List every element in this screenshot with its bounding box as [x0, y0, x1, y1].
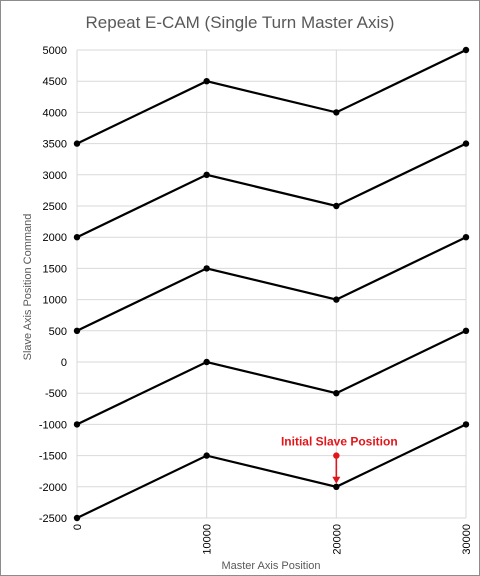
x-tick-label: 20000: [331, 524, 343, 555]
y-tick-label: -1000: [39, 419, 67, 431]
annotation: Initial Slave Position: [281, 435, 398, 484]
series-line-4: [76, 142, 467, 239]
data-point: [462, 234, 470, 241]
series-line-3: [76, 236, 467, 332]
series-line-1: [76, 423, 467, 519]
data-point: [462, 327, 470, 334]
data-point: [333, 109, 340, 116]
y-tick-labels: -2500 -2000 -1500 -1000 -500 0 500 1000 1500 2000…: [39, 45, 67, 525]
annotation-label: Initial Slave Position: [281, 435, 398, 449]
y-axis-title: Slave Axis Position Command: [22, 214, 34, 361]
y-tick-label: 5000: [43, 45, 67, 57]
data-point: [73, 140, 81, 147]
y-tick-label: -1500: [39, 451, 67, 463]
annotation-point: [333, 452, 340, 459]
y-tick-label: 2000: [43, 232, 67, 244]
chart-title: Repeat E-CAM (Single Turn Master Axis): [86, 13, 395, 32]
data-point: [203, 452, 210, 459]
y-tick-label: 4000: [43, 107, 67, 119]
data-point: [333, 390, 340, 397]
data-point: [333, 202, 340, 210]
y-tick-label: 2500: [43, 201, 67, 213]
y-tick-label: 4500: [43, 76, 67, 88]
y-tick-label: -2000: [39, 482, 67, 494]
x-tick-label: 10000: [202, 524, 214, 555]
y-tick-label: -2500: [39, 513, 67, 525]
data-point: [462, 421, 470, 428]
y-tick-label: 0: [61, 357, 67, 369]
y-tick-label: 3000: [43, 170, 67, 182]
data-point: [462, 140, 470, 147]
data-point: [73, 514, 81, 522]
data-point: [333, 483, 340, 490]
data-point: [203, 265, 210, 272]
series-line-5: [76, 49, 467, 145]
y-tick-label: 1000: [43, 295, 67, 307]
data-point: [73, 234, 81, 241]
annotation-arrow-head: [332, 476, 341, 484]
series-line-2: [76, 329, 467, 426]
data-point: [203, 78, 210, 85]
data-point: [73, 327, 81, 334]
x-tick-label: 30000: [461, 524, 473, 555]
y-tick-label: 1500: [43, 263, 67, 275]
y-tick-label: 500: [49, 326, 67, 338]
data-point: [73, 421, 81, 428]
series-lines: [73, 46, 470, 522]
data-point: [462, 46, 470, 54]
data-point: [203, 171, 210, 178]
y-tick-label: -500: [45, 388, 67, 400]
data-point: [203, 358, 210, 366]
x-tick-label: 0: [72, 524, 84, 530]
x-axis-title: Master Axis Position: [221, 560, 320, 572]
data-point: [333, 296, 340, 303]
x-tick-labels: 0 10000 20000 30000: [72, 524, 473, 555]
y-tick-label: 3500: [43, 139, 67, 151]
